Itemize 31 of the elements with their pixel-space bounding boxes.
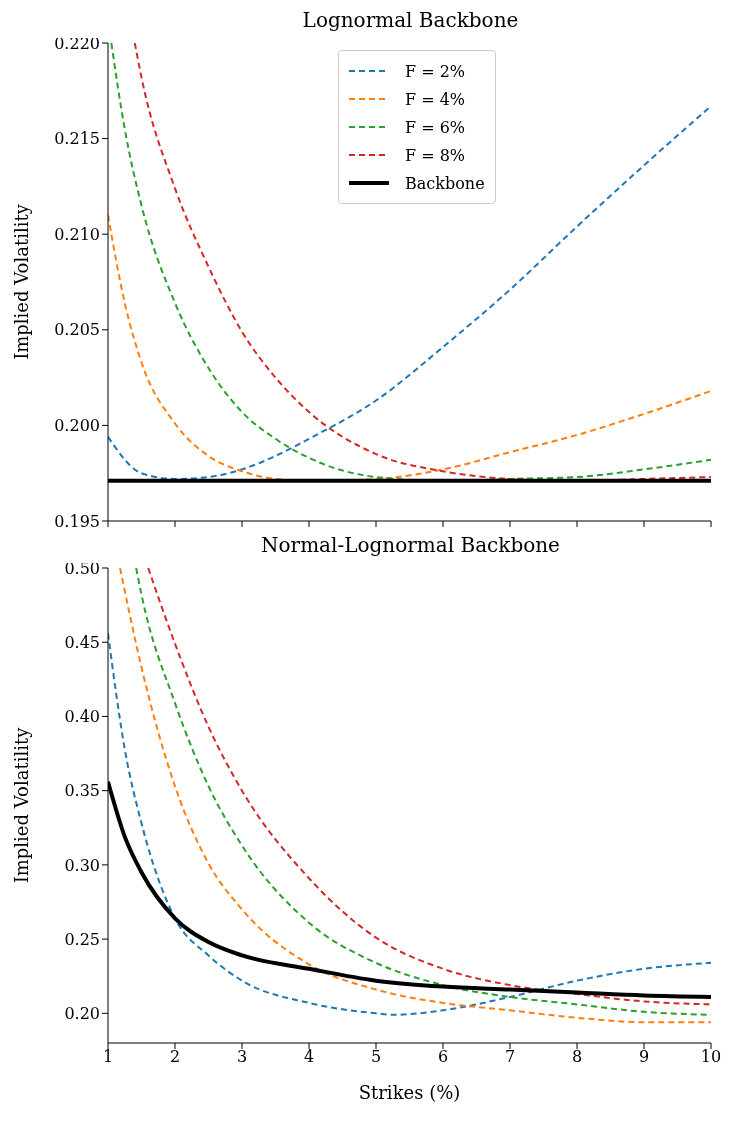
- y-tick-label: 0.205: [54, 320, 100, 340]
- y-tick-label: 0.45: [64, 632, 100, 652]
- x-axis-title: Strikes (%): [358, 1082, 461, 1103]
- x-tick-label: 7: [504, 1047, 516, 1067]
- x-tick-label: 8: [571, 1047, 583, 1067]
- y-tick-label: 0.35: [64, 781, 100, 801]
- x-tick-label: 3: [236, 1047, 248, 1067]
- y-tick-label: 0.40: [64, 707, 100, 727]
- y-axis-title: Implied Volatility: [11, 726, 33, 884]
- y-tick-label: 0.20: [64, 1003, 100, 1023]
- x-tick-label: 1: [102, 1047, 114, 1067]
- y-tick-label: 0.210: [54, 224, 100, 244]
- legend-label: F = 6%: [405, 117, 466, 137]
- legend-label: F = 8%: [405, 145, 466, 165]
- legend-label: F = 2%: [405, 61, 466, 81]
- x-tick-label: 6: [437, 1047, 449, 1067]
- y-tick-label: 0.25: [64, 929, 100, 949]
- y-tick-label: 0.195: [54, 511, 100, 531]
- chart-title: Normal-Lognormal Backbone: [261, 533, 560, 557]
- x-tick-label: 9: [638, 1047, 650, 1067]
- x-tick-label: 5: [370, 1047, 382, 1067]
- x-tick-label: 4: [303, 1047, 315, 1067]
- legend-label: Backbone: [405, 173, 485, 193]
- chart-title: Lognormal Backbone: [302, 8, 519, 32]
- y-tick-label: 0.200: [54, 416, 100, 436]
- legend-label: F = 4%: [405, 89, 466, 109]
- y-axis-title: Implied Volatility: [11, 203, 33, 360]
- x-tick-label: 2: [169, 1047, 181, 1067]
- y-tick-label: 0.215: [54, 129, 100, 149]
- y-tick-label: 0.30: [64, 855, 100, 875]
- x-tick-label: 10: [700, 1047, 722, 1067]
